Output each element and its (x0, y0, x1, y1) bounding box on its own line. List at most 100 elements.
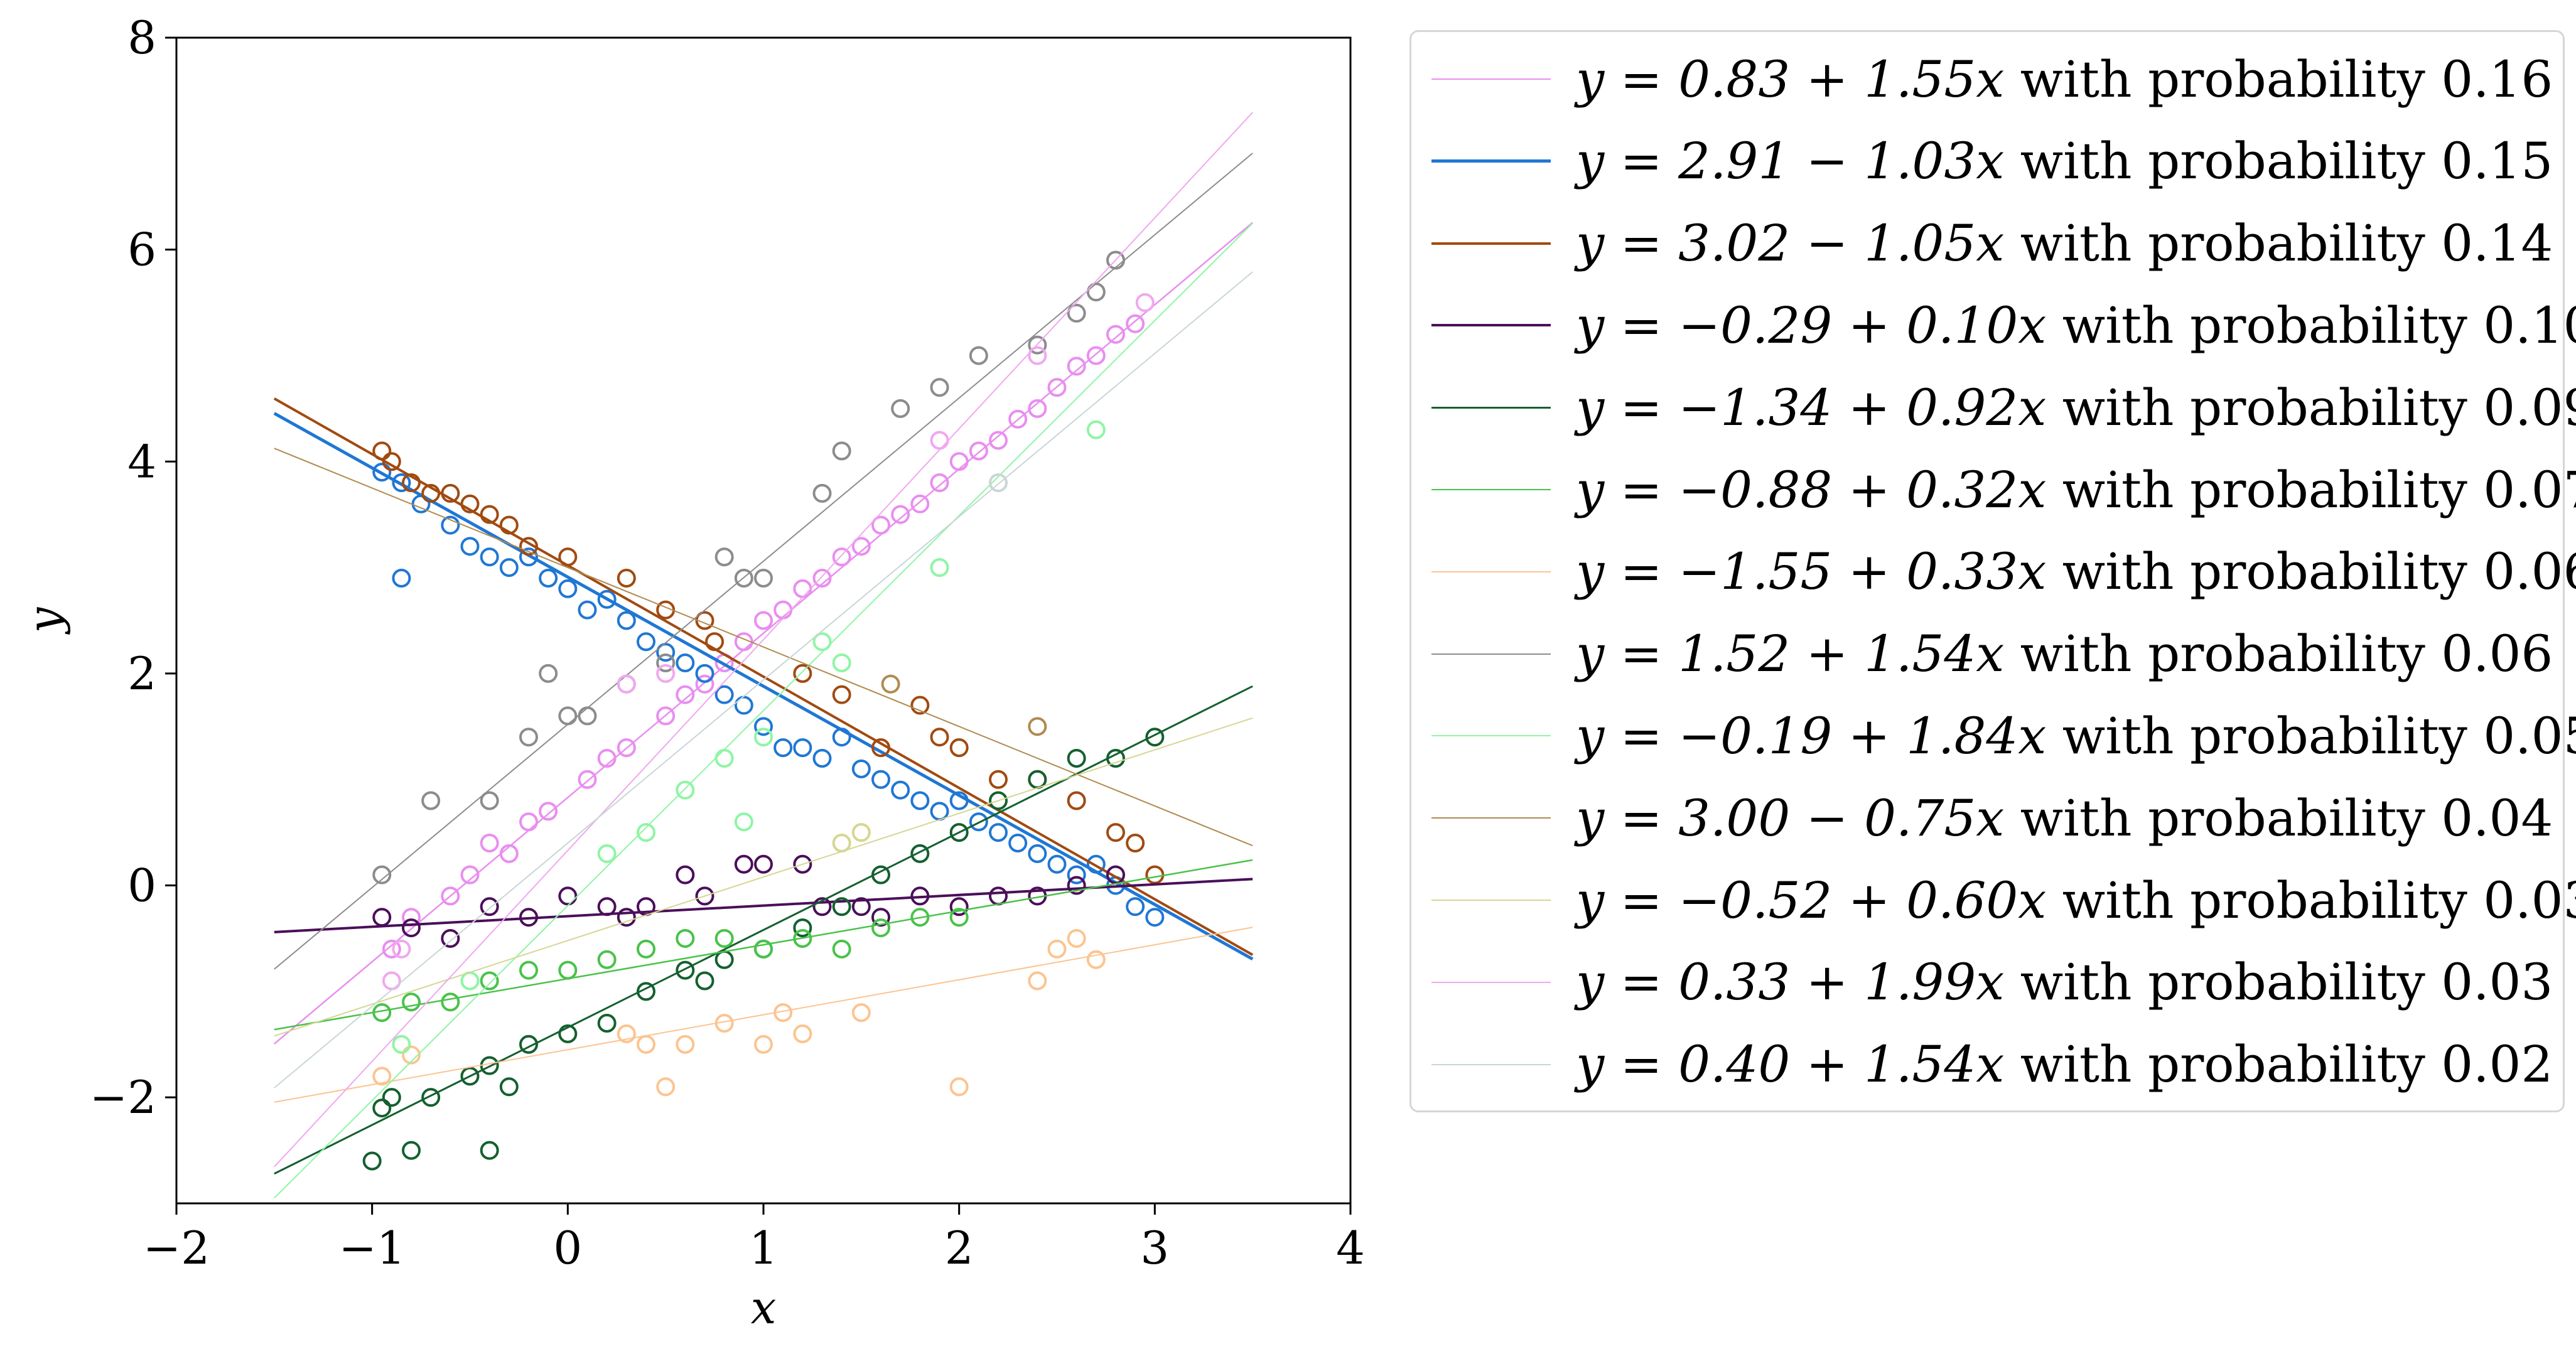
data-point (832, 897, 851, 916)
data-point (382, 939, 401, 959)
data-point (871, 865, 890, 884)
data-point (871, 908, 890, 927)
data-point (372, 463, 392, 482)
data-point (1067, 303, 1086, 323)
data-point (617, 908, 636, 927)
data-point (372, 908, 392, 927)
legend-line-swatch (1431, 981, 1551, 983)
data-point (714, 748, 734, 768)
data-point (754, 717, 773, 736)
data-point (392, 473, 411, 493)
data-point (372, 1099, 392, 1118)
data-point (382, 971, 401, 991)
series-10 (274, 448, 1253, 847)
data-point (1106, 748, 1125, 768)
regression-line (274, 112, 1253, 1168)
data-point (969, 441, 988, 461)
data-point (989, 473, 1008, 493)
series-5 (274, 685, 1253, 1175)
legend-equation: y = −0.19 + 1.84x (1576, 706, 2047, 765)
legend-probability-value: 0.03 (2483, 871, 2576, 930)
data-point (656, 653, 676, 673)
data-point (597, 748, 617, 768)
data-point (949, 1077, 969, 1097)
legend-equation: y = 2.91 − 1.03x (1576, 132, 2005, 191)
legend-probability-value: 0.06 (2441, 625, 2553, 684)
x-tick-label: −2 (143, 1222, 210, 1274)
data-point (969, 812, 988, 832)
series-1 (274, 222, 1253, 1045)
data-point (558, 886, 578, 906)
legend-with-probability: with probability (2046, 378, 2484, 437)
data-point (754, 568, 773, 588)
legend-equation: y = 3.00 − 0.75x (1576, 788, 2005, 847)
data-point (754, 939, 773, 959)
data-point (910, 696, 930, 715)
data-point (1008, 409, 1028, 429)
data-point (891, 505, 910, 524)
data-point (637, 632, 655, 652)
data-point (1145, 728, 1165, 747)
data-point (1028, 335, 1047, 355)
data-point (1086, 346, 1106, 365)
data-point (1126, 897, 1145, 916)
legend-entry: y = −0.29 + 0.10x with probability 0.10 (1411, 284, 2576, 366)
data-point (773, 1003, 793, 1023)
data-point (949, 897, 969, 916)
legend-label: y = −1.34 + 0.92x with probability 0.09 (1576, 379, 2576, 437)
data-point (989, 791, 1008, 810)
data-point (578, 770, 597, 789)
legend-label: y = 1.52 + 1.54x with probability 0.06 (1576, 625, 2553, 683)
data-point (519, 1035, 538, 1054)
data-point (1047, 854, 1067, 874)
legend-line-swatch (1431, 900, 1551, 901)
regression-line (274, 448, 1253, 847)
x-tick-label: 3 (1140, 1222, 1169, 1274)
legend-entry: y = 3.00 − 0.75x with probability 0.04 (1411, 777, 2563, 859)
data-point (480, 897, 499, 916)
data-point (1135, 293, 1155, 313)
legend-probability-value: 0.16 (2441, 50, 2553, 109)
data-point (617, 738, 636, 758)
data-point (695, 886, 714, 906)
data-point (597, 1014, 617, 1033)
data-point (372, 1003, 392, 1023)
data-point (421, 1088, 441, 1107)
data-point (617, 1024, 636, 1043)
data-point (539, 568, 558, 588)
data-point (812, 897, 832, 916)
data-point (656, 1077, 676, 1097)
legend-probability-value: 0.05 (2483, 706, 2576, 765)
data-point (930, 802, 949, 821)
legend-equation: y = −0.29 + 0.10x (1576, 296, 2047, 355)
data-point (519, 547, 538, 567)
axis-ticks: −2 −1 0 1 2 3 4 −2 0 2 4 6 8 (90, 11, 1365, 1274)
data-point (793, 1024, 812, 1043)
data-point (519, 960, 538, 980)
data-point (1028, 399, 1047, 418)
series-13 (274, 271, 1253, 1088)
legend-label: y = −0.52 + 0.60x with probability 0.03 (1576, 871, 2576, 930)
legend-line-swatch (1431, 324, 1551, 327)
regression-line (274, 271, 1253, 1088)
legend-with-probability: with probability (2004, 214, 2442, 273)
legend-entry: y = −1.55 + 0.33x with probability 0.06 (1411, 531, 2576, 613)
legend-with-probability: with probability (2004, 1035, 2442, 1094)
data-point (460, 1067, 480, 1086)
legend-equation: y = 1.52 + 1.54x (1576, 625, 2005, 684)
legend-line-swatch (1431, 817, 1551, 819)
data-point (499, 844, 519, 863)
legend-probability-value: 0.04 (2441, 788, 2553, 847)
x-tick-label: 2 (945, 1222, 974, 1274)
data-point (734, 854, 753, 874)
legend-probability-value: 0.14 (2441, 214, 2553, 273)
data-point (441, 928, 460, 948)
legend-with-probability: with probability (2004, 50, 2442, 109)
data-point (949, 738, 969, 758)
data-point (441, 515, 460, 535)
legend-label: y = 3.00 − 0.75x with probability 0.04 (1576, 789, 2553, 847)
data-point (1067, 865, 1086, 884)
legend-probability-value: 0.06 (2483, 542, 2576, 601)
data-point (656, 664, 676, 683)
data-point (597, 844, 617, 863)
